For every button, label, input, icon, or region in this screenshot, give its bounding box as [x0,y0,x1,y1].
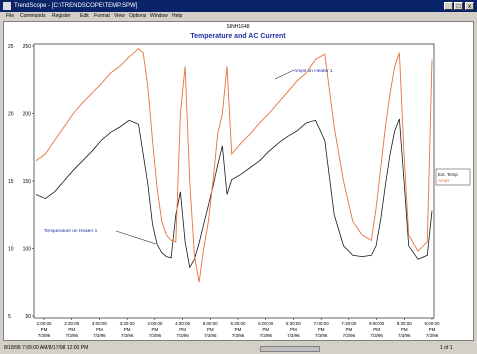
status-text: 8/18/98 7:09:00 AM/8/17/98 12:00 PM [4,345,89,351]
x-tick-label: 7:30:00 [341,321,357,326]
x-tick-label: 7/3/96 [259,333,272,338]
title-bar: TrendScope - [C:\TRENDSCOPE\TEMP.SPW] _ … [0,0,477,12]
x-tick-label: 8:30:00 [397,321,413,326]
series-line-temperature [35,118,433,269]
menu-commands[interactable]: Commands [20,13,46,19]
x-tick-label: PM [429,327,436,332]
menu-help[interactable]: Help [172,13,183,19]
plot-area [33,43,435,319]
status-bar: 8/18/98 7:09:00 AM/8/17/98 12:00 PM 1 of… [0,342,477,354]
x-tick-label: 7/3/96 [370,333,383,338]
legend-item: Amps [438,178,450,183]
annotation-arrow [115,230,157,245]
x-tick-label: 7/3/96 [176,333,189,338]
x-tick-label: 6:00:00 [258,321,274,326]
annotation-amps: Amps on Heater 1 [294,68,333,74]
x-tick-label: PM [373,327,380,332]
annotation-temperature: Temperature on Heater 1 [44,228,98,234]
chart-window: SINH1648 Temperature and AC Current 250 2… [3,21,474,341]
y-tick-label: 250 [23,44,32,50]
y-tick-label: 100 [23,247,32,253]
y-tick-label: 50 [25,314,31,320]
x-tick-label: 7/3/96 [343,333,356,338]
x-tick-label: PM [68,327,75,332]
maximize-button[interactable]: □ [454,2,463,10]
series-line-amps [35,48,433,283]
close-button[interactable]: x [465,2,474,10]
x-tick-label: 5:30:00 [230,321,246,326]
x-tick-label: 5:00:00 [203,321,219,326]
chart: SINH1648 Temperature and AC Current 250 2… [8,24,471,338]
x-tick-label: 7/3/96 [65,333,78,338]
x-tick-label: 7/3/96 [315,333,328,338]
chart-window-title: SINH1648 [226,24,249,30]
x-tick-label: PM [124,327,131,332]
x-tick-label: PM [235,327,242,332]
x-tick-label: PM [345,327,352,332]
x-tick-label: 3:30:00 [120,321,136,326]
y-secondary-tick-label: 10 [8,247,14,253]
y-secondary-tick-label: 15 [8,179,14,185]
x-tick-label: 8:00:00 [369,321,385,326]
menu-format[interactable]: Format [94,13,110,19]
y-secondary-tick-label: 20 [8,112,14,118]
x-tick-label: 7/3/96 [426,333,439,338]
menu-bar: File Commands Register Edit Format View … [0,12,477,21]
y-tick-label: 200 [23,112,32,118]
x-tick-label: PM [207,327,214,332]
annotation-arrow [274,69,295,80]
menu-options[interactable]: Options [129,13,147,19]
x-tick-label: 7/3/96 [93,333,106,338]
legend-box [435,168,471,186]
minimize-button[interactable]: _ [444,2,453,10]
x-tick-label: 3:00:00 [92,321,108,326]
menu-window[interactable]: Window [150,13,168,19]
x-tick-label: 7/3/96 [149,333,162,338]
x-tick-label: 4:30:00 [175,321,191,326]
x-tick-label: 2:30:00 [64,321,80,326]
x-tick-label: PM [96,327,103,332]
y-secondary-tick-label: 5 [8,314,11,320]
menu-file[interactable]: File [6,13,15,19]
x-tick-label: 7:00:00 [314,321,330,326]
x-tick-label: PM [179,327,186,332]
y-secondary-tick-label: 25 [8,44,14,50]
x-tick-label: 4:00:00 [147,321,163,326]
status-page: 1 of 1 [440,345,453,351]
chart-title: Temperature and AC Current [190,33,286,40]
x-tick-label: 7/3/96 [121,333,134,338]
x-tick-label: 7/3/96 [204,333,217,338]
x-tick-label: 7/3/96 [398,333,411,338]
legend-item: Ext. Temp [438,172,458,177]
x-tick-label: PM [151,327,158,332]
x-tick-label: PM [318,327,325,332]
x-tick-label: 9:00:00 [424,321,440,326]
menu-edit[interactable]: Edit [80,13,89,19]
x-tick-label: 7/3/96 [287,333,300,338]
menu-register[interactable]: Register [52,13,71,19]
x-tick-label: PM [290,327,297,332]
x-tick-label: 6:30:00 [286,321,302,326]
horizontal-scroll-thumb[interactable] [260,346,320,352]
menu-view[interactable]: View [114,13,125,19]
x-tick-label: PM [401,327,408,332]
x-tick-label: PM [41,327,48,332]
x-tick-label: 7/3/96 [38,333,51,338]
x-tick-label: PM [262,327,269,332]
x-tick-label: 2:00:00 [36,321,52,326]
app-icon [3,2,11,10]
x-tick-label: 7/3/96 [232,333,245,338]
window-title: TrendScope - [C:\TRENDSCOPE\TEMP.SPW] [14,3,138,9]
y-tick-label: 150 [23,179,32,185]
